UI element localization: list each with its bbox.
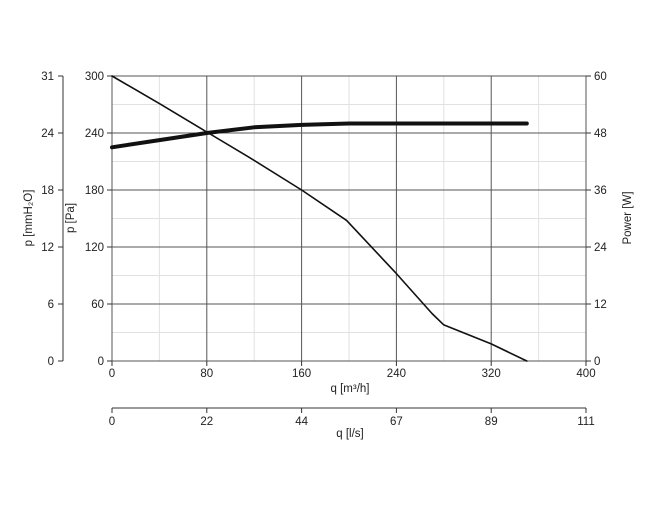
x-tick-label: 240 (387, 368, 406, 380)
y-outer-tick-label: 24 (41, 128, 54, 140)
y-outer-tick-label: 12 (41, 242, 54, 254)
x-secondary-tick-label: 22 (200, 416, 213, 428)
x-secondary-tick-label: 111 (577, 416, 594, 428)
x-tick-label: 0 (109, 368, 115, 380)
x-axis-title: q [m³/h] (331, 383, 370, 395)
x-secondary-tick-label: 89 (485, 416, 498, 428)
y-right-tick-label: 60 (594, 71, 607, 83)
x-tick-label: 400 (576, 368, 595, 380)
y-left-tick-label: 300 (85, 71, 104, 83)
y-left-tick-label: 0 (98, 356, 104, 368)
pressure-curve (111, 75, 528, 362)
power-curve (110, 121, 529, 150)
y-axis-outer-title: p [mmH₂O] (23, 190, 35, 247)
x-secondary-tick-label: 44 (295, 416, 308, 428)
y-outer-tick-label: 18 (41, 185, 54, 197)
plot-frame (111, 75, 587, 362)
y-right-tick-label: 12 (594, 299, 607, 311)
x-secondary-tick-label: 67 (390, 416, 403, 428)
y-right-tick-label: 36 (594, 185, 607, 197)
x-tick-label: 320 (482, 368, 501, 380)
y-left-tick-label: 60 (91, 299, 104, 311)
y-outer-tick-label: 0 (48, 356, 54, 368)
y-axis-left-title: p [Pa] (65, 203, 77, 233)
y-outer-tick-label: 6 (48, 299, 54, 311)
y-outer-tick-label: 31 (41, 71, 54, 83)
series (110, 75, 529, 362)
y-left-tick-label: 120 (85, 242, 104, 254)
x-axis-secondary-title: q [l/s] (336, 428, 363, 440)
y-axis-right-title: Power [W] (622, 191, 634, 244)
grid (112, 76, 586, 361)
y-right-tick-label: 24 (594, 242, 607, 254)
y-right-tick-label: 0 (594, 356, 600, 368)
x-tick-label: 80 (200, 368, 213, 380)
y-left-tick-label: 240 (85, 128, 104, 140)
y-right-tick-label: 48 (594, 128, 607, 140)
x-tick-label: 160 (292, 368, 311, 380)
axes (58, 75, 591, 413)
y-left-tick-label: 180 (85, 185, 104, 197)
x-secondary-tick-label: 0 (109, 416, 115, 428)
